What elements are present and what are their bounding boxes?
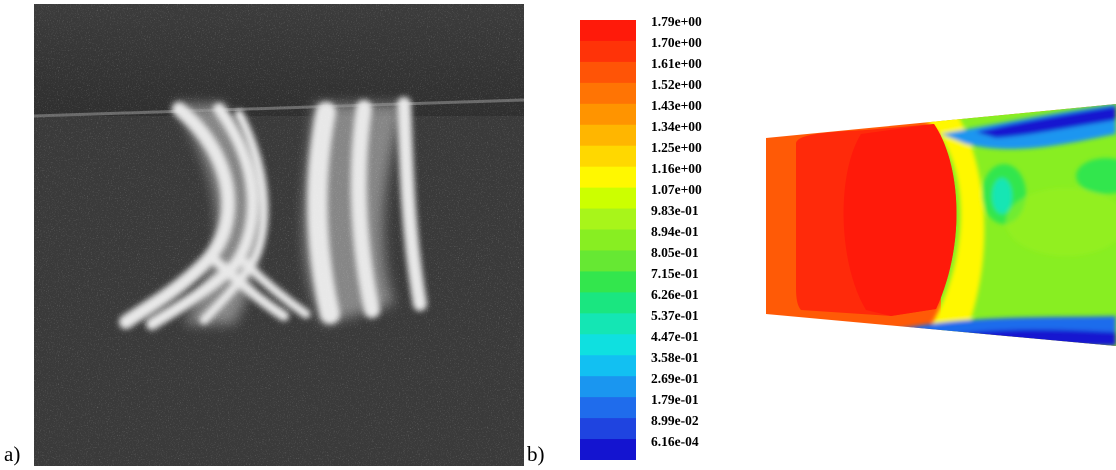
legend-swatch [580,313,636,335]
legend-tick-label: 4.47e-01 [651,328,699,344]
legend-swatch [580,397,636,419]
legend-tick-label: 6.26e-01 [651,286,699,302]
panel-label-a: a) [4,442,21,466]
legend-tick-label: 1.61e+00 [651,56,702,72]
legend-swatch [580,166,636,189]
legend-tick-label: 1.16e+00 [651,161,702,177]
legend-swatch [580,376,636,398]
legend-swatch [580,187,636,210]
legend-swatch [580,103,636,126]
experimental-photo [34,4,524,466]
legend-swatch [580,40,636,63]
legend-tick-label: 2.69e-01 [651,370,699,386]
legend-swatch [580,124,636,147]
panel-label-b: b) [527,442,545,466]
legend-tick-label: 6.16e-04 [651,433,699,449]
legend-swatch [580,292,636,314]
legend-tick-label: 1.34e+00 [651,119,702,135]
legend-swatch [580,250,636,272]
legend-tick-label: 8.05e-01 [651,244,699,260]
color-legend [580,20,636,460]
legend-tick-label: 1.43e+00 [651,98,702,114]
legend-tick-label: 9.83e-01 [651,203,699,219]
legend-tick-label: 3.58e-01 [651,349,699,365]
legend-swatch [580,334,636,356]
legend-tick-label: 1.25e+00 [651,140,702,156]
legend-tick-label: 7.15e-01 [651,265,699,281]
legend-swatch [580,61,636,84]
contour-plot [766,104,1116,346]
legend-tick-label: 8.99e-02 [651,412,699,428]
legend-tick-label: 1.70e+00 [651,35,702,51]
legend-swatch [580,82,636,105]
legend-tick-label: 8.94e-01 [651,224,699,239]
legend-tick-label: 1.07e+00 [651,182,702,198]
legend-swatch [580,20,636,42]
legend-swatch [580,145,636,168]
legend-swatch [580,229,636,251]
legend-swatch [580,355,636,377]
legend-swatch [580,208,636,231]
legend-swatch [580,271,636,293]
legend-tick-label: 5.37e-01 [651,307,699,323]
legend-tick-label: 1.79e+00 [651,14,702,30]
legend-swatch [580,418,636,440]
legend-swatch [580,439,636,460]
legend-tick-label: 1.79e-01 [651,391,699,407]
legend-tick-label: 1.52e+00 [651,77,702,93]
